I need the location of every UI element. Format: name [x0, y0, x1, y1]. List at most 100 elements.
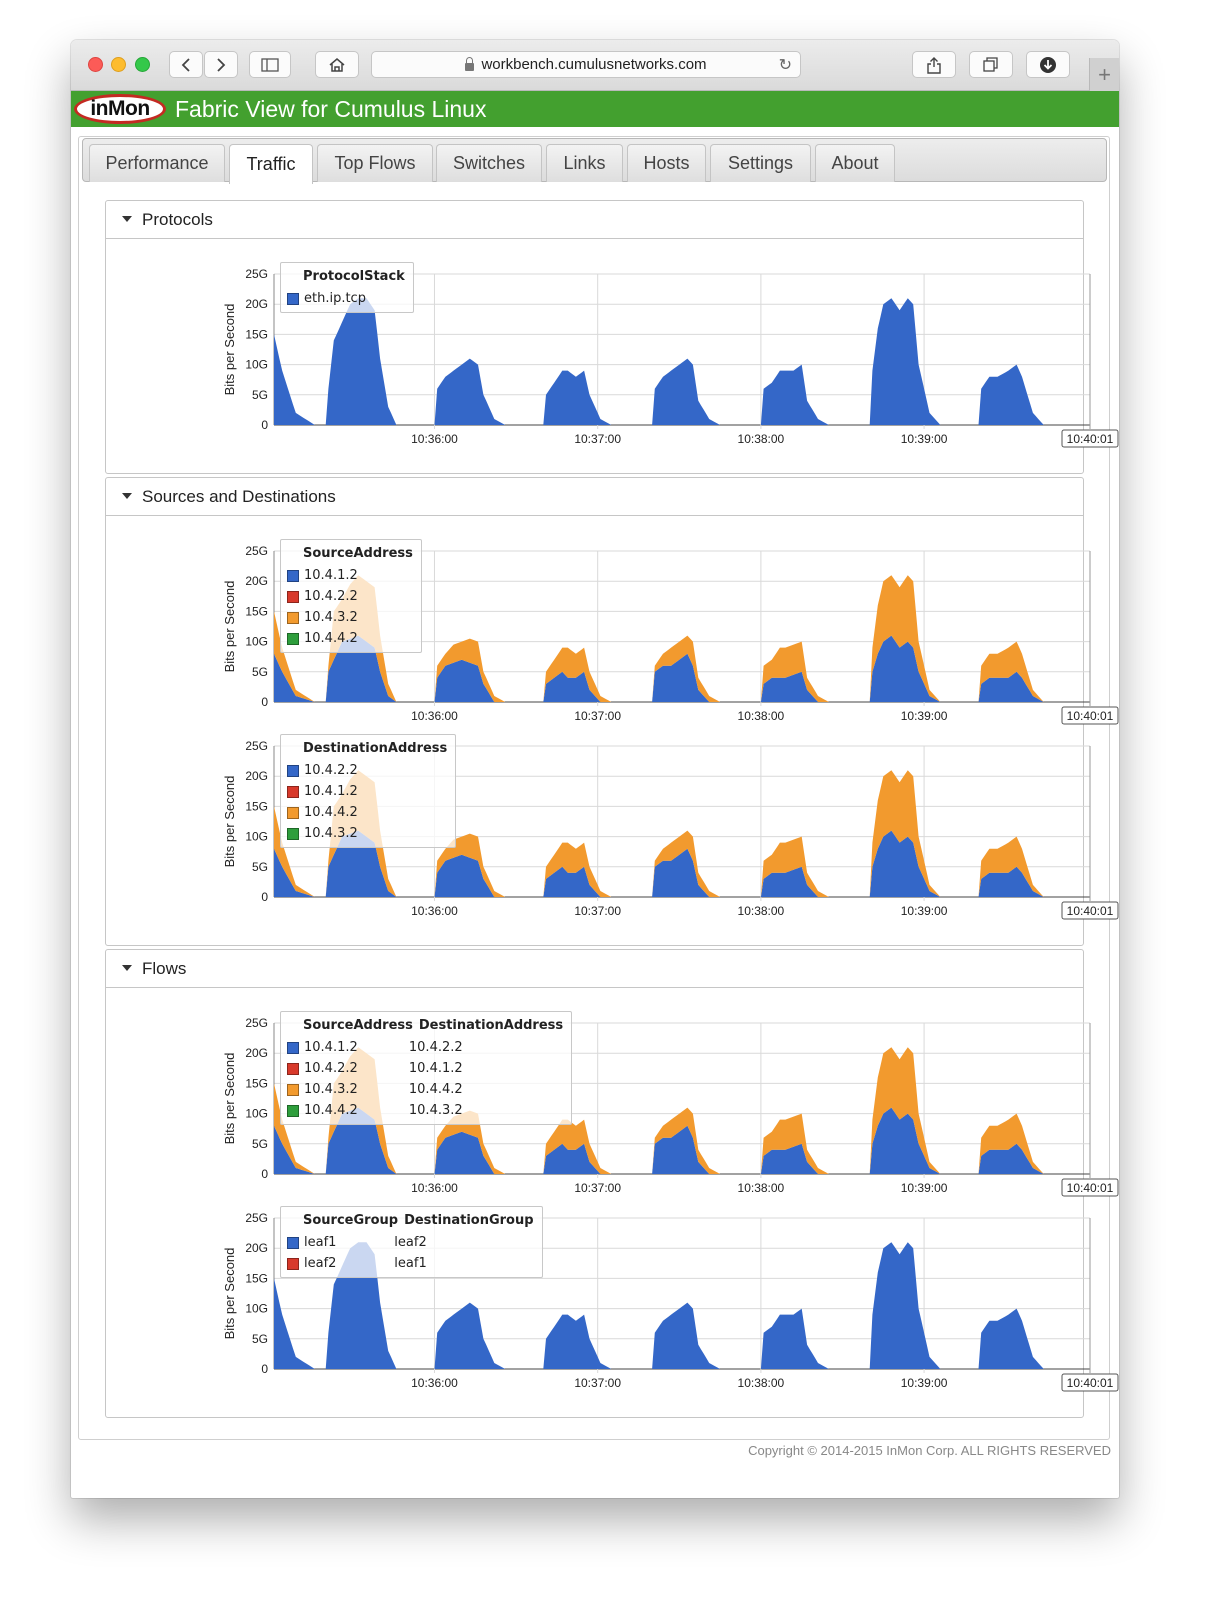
legend-swatch	[287, 764, 299, 777]
sidebar-button[interactable]	[249, 51, 291, 78]
y-tick-label: 0	[261, 695, 268, 709]
svg-text:10:40:01: 10:40:01	[1067, 432, 1114, 446]
legend-header: DestinationAddress	[303, 741, 447, 756]
svg-text:10:40:01: 10:40:01	[1067, 904, 1114, 918]
y-tick-label: 15G	[245, 1271, 268, 1285]
y-tick-label: 25G	[245, 544, 268, 558]
share-icon	[927, 56, 941, 74]
y-tick-label: 15G	[245, 799, 268, 813]
legend-label: 10.4.2.2	[408, 1040, 463, 1055]
chart-legend: SourceAddress DestinationAddress 10.4.1.2 1…	[280, 1011, 573, 1125]
svg-text:10:40:01: 10:40:01	[1067, 709, 1114, 723]
legend-entry: 10.4.2.2	[287, 586, 413, 607]
legend-label: 10.4.4.2	[304, 631, 358, 646]
legend-swatch	[287, 569, 299, 582]
x-tick-label: 10:37:00	[574, 432, 621, 446]
forward-button[interactable]	[204, 51, 238, 78]
y-tick-label: 15G	[245, 327, 268, 341]
legend-swatch	[287, 1104, 299, 1117]
back-button[interactable]	[169, 51, 203, 78]
y-tick-label: 25G	[245, 1211, 268, 1225]
y-tick-label: 20G	[245, 574, 268, 588]
legend-label: leaf2	[304, 1256, 337, 1271]
collapse-triangle-icon	[122, 965, 132, 971]
legend-label: leaf2	[394, 1235, 427, 1250]
address-bar[interactable]: workbench.cumulusnetworks.com ↻	[371, 51, 801, 78]
flows-group-chart: 0 5G 10G 15G 20G 25G 10:36:00 10:37:00 10:38:00 1…	[211, 1204, 1119, 1404]
y-tick-label: 15G	[245, 604, 268, 618]
y-tick-label: 10G	[245, 1107, 268, 1121]
tab-performance[interactable]: Performance	[89, 144, 225, 182]
y-tick-label: 5G	[252, 388, 268, 402]
y-axis-label: Bits per Second	[222, 304, 237, 396]
tab-hosts[interactable]: Hosts	[627, 144, 706, 182]
legend-entry: 10.4.4.2	[287, 802, 447, 823]
area-series	[274, 1242, 1090, 1369]
home-button[interactable]	[315, 51, 359, 78]
y-tick-label: 0	[261, 418, 268, 432]
share-button[interactable]	[912, 51, 956, 78]
legend-swatch	[287, 1257, 299, 1270]
tab-links[interactable]: Links	[546, 144, 623, 182]
area-series	[274, 575, 1090, 702]
y-tick-label: 0	[261, 890, 268, 904]
y-tick-label: 10G	[245, 830, 268, 844]
new-tab-button[interactable]: +	[1089, 58, 1119, 91]
legend-label: 10.4.2.2	[304, 763, 358, 778]
tab-settings[interactable]: Settings	[710, 144, 811, 182]
chevron-right-icon	[217, 57, 226, 72]
legend-swatch	[287, 292, 299, 305]
y-tick-label: 20G	[245, 297, 268, 311]
url-text: workbench.cumulusnetworks.com	[481, 56, 707, 73]
legend-label: 10.4.1.2	[304, 784, 358, 799]
area-series	[274, 830, 1090, 897]
tab-traffic[interactable]: Traffic	[229, 144, 313, 184]
sidebar-icon	[261, 57, 279, 72]
legend-entry: leaf1 leaf2	[287, 1232, 534, 1253]
close-window-button[interactable]	[88, 57, 103, 72]
protocols-title: Protocols	[142, 210, 213, 229]
legend-swatch	[287, 1083, 299, 1096]
reload-icon[interactable]: ↻	[778, 57, 792, 74]
legend-label: 10.4.2.2	[304, 589, 358, 604]
copyright-text: Copyright © 2014-2015 InMon Corp. ALL RI…	[748, 1443, 1111, 1458]
x-tick-label: 10:39:00	[901, 432, 948, 446]
tab-top-flows[interactable]: Top Flows	[317, 144, 433, 182]
tab-switches[interactable]: Switches	[436, 144, 542, 182]
legend-label: 10.4.1.2	[304, 1040, 358, 1055]
browser-window: workbench.cumulusnetworks.com ↻ + inMon …	[71, 40, 1119, 1498]
zoom-window-button[interactable]	[135, 57, 150, 72]
x-tick-label: 10:36:00	[411, 1376, 458, 1390]
svg-text:10:40:01: 10:40:01	[1067, 1181, 1114, 1195]
app-header: inMon Fabric View for Cumulus Linux	[71, 91, 1119, 127]
legend-label: 10.4.4.2	[304, 805, 358, 820]
legend-header-label: DestinationAddress	[418, 1018, 564, 1033]
x-end-label: 10:40:01	[1061, 706, 1119, 725]
legend-entry: 10.4.3.2	[287, 607, 413, 628]
protocols-panel-header[interactable]: Protocols	[106, 201, 1083, 239]
legend-header: ProtocolStack	[303, 269, 405, 284]
x-tick-label: 10:38:00	[738, 1181, 785, 1195]
tab-about[interactable]: About	[815, 144, 895, 182]
collapse-triangle-icon	[122, 493, 132, 499]
protocols-panel: Protocols	[105, 200, 1084, 474]
y-tick-label: 20G	[245, 769, 268, 783]
x-tick-label: 10:38:00	[738, 432, 785, 446]
chart-legend: SourceGroup DestinationGroup leaf1 leaf2 lea…	[280, 1206, 543, 1278]
minimize-window-button[interactable]	[111, 57, 126, 72]
legend-header-label: SourceAddress	[303, 1018, 413, 1033]
x-tick-label: 10:36:00	[411, 1181, 458, 1195]
x-tick-label: 10:38:00	[738, 709, 785, 723]
downloads-button[interactable]	[1026, 51, 1070, 78]
x-tick-label: 10:39:00	[901, 1181, 948, 1195]
legend-entry: 10.4.3.2	[287, 823, 447, 844]
legend-entry: 10.4.1.2	[287, 781, 447, 802]
app-title: Fabric View for Cumulus Linux	[175, 96, 487, 122]
x-tick-label: 10:37:00	[574, 1181, 621, 1195]
legend-label: leaf1	[394, 1256, 427, 1271]
flows-panel-header[interactable]: Flows	[106, 950, 1083, 988]
sources-destinations-panel-header[interactable]: Sources and Destinations	[106, 478, 1083, 516]
tabs-overview-button[interactable]	[969, 51, 1013, 78]
flows-title: Flows	[142, 959, 187, 978]
area-series	[274, 635, 1090, 702]
